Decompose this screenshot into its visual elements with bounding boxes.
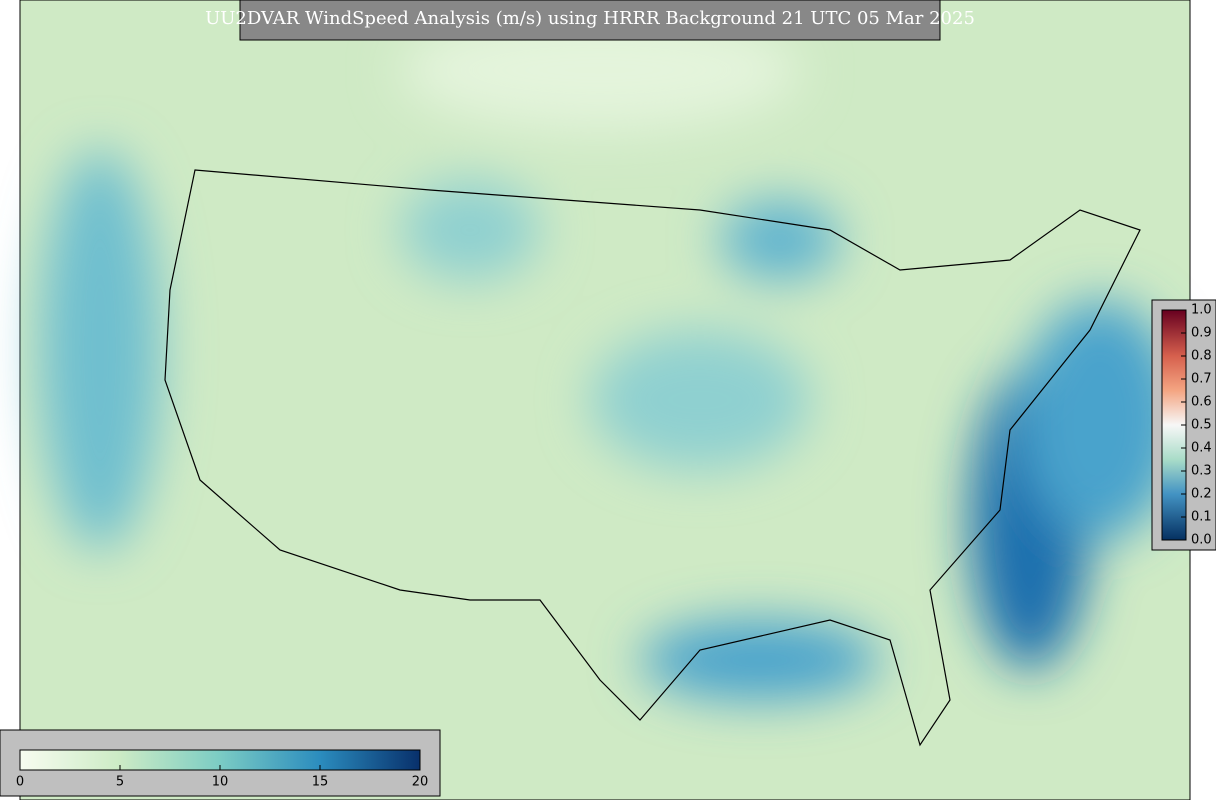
colorbar-bar: [1161, 309, 1187, 541]
tick-label: 0.2: [1191, 487, 1212, 502]
tick-label: 0.9: [1191, 326, 1212, 341]
ratio-colorbar: 0.0 0.1 0.2 0.3 0.4 0.5 0.6 0.7 0.8 0.9 1.0: [1151, 299, 1216, 551]
tick-label: 15: [312, 775, 329, 790]
coastline: [164, 169, 1141, 747]
title-box: [239, 0, 941, 41]
tick-label: 1.0: [1191, 303, 1212, 318]
tick-label: 0.1: [1191, 510, 1212, 525]
tick-label: 0.0: [1191, 533, 1212, 548]
wind-colorbar: 0 5 10 15 20: [0, 729, 441, 797]
map: [19, 0, 1191, 800]
wind-field: [40, 10, 1180, 700]
tick-label: 5: [116, 775, 124, 790]
tick-label: 0.7: [1191, 372, 1212, 387]
tick-label: 0.8: [1191, 349, 1212, 364]
tick-label: 10: [212, 775, 229, 790]
tick-label: 0.4: [1191, 441, 1212, 456]
tick-label: 0.5: [1191, 418, 1212, 433]
tick-label: 0.3: [1191, 464, 1212, 479]
title: UU2DVAR WindSpeed Analysis (m/s) using H…: [205, 8, 975, 29]
tick-label: 20: [412, 775, 429, 790]
tick-label: 0: [16, 775, 24, 790]
tick-label: 0.6: [1191, 395, 1212, 410]
